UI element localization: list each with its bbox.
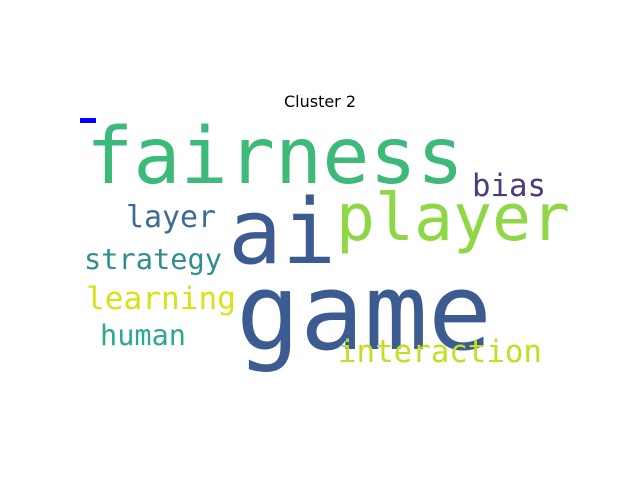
chart-title: Cluster 2 (283, 92, 357, 111)
word-interaction: interaction (338, 333, 542, 370)
word-game: game (236, 250, 492, 375)
word-layer: layer (126, 200, 216, 236)
word-human: human (100, 317, 186, 352)
word-strategy: strategy (84, 241, 222, 276)
word-fairness: fairness (86, 109, 464, 202)
word-ai: ai (228, 181, 336, 286)
word-learning: learning (86, 281, 236, 318)
word-bias: bias (472, 167, 546, 204)
word-player: player (336, 180, 570, 256)
blue-marker (80, 118, 96, 123)
